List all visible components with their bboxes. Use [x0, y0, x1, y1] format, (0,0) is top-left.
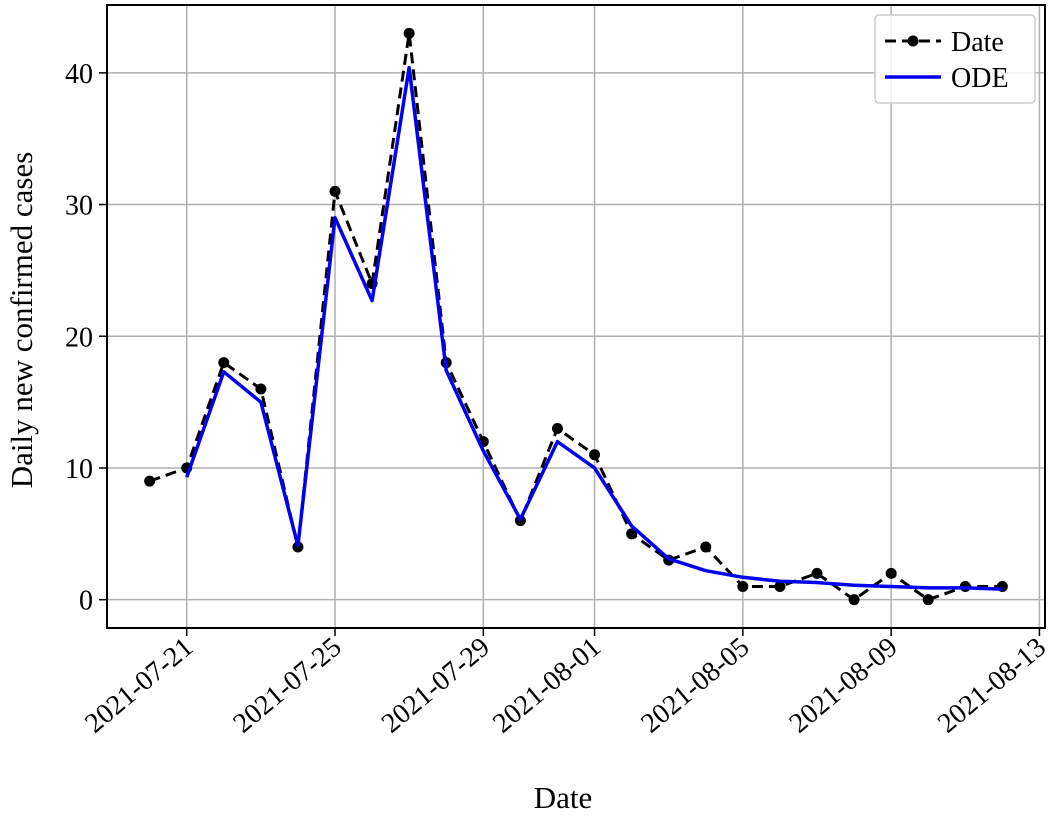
- plot-frame: [106, 4, 1046, 629]
- data-point: [589, 449, 601, 461]
- x-tick-label: 2021-08-05: [635, 632, 755, 740]
- data-point: [403, 27, 415, 39]
- data-point: [885, 567, 897, 579]
- legend-marker: [907, 35, 919, 47]
- x-tick-label: 2021-08-09: [784, 632, 904, 740]
- data-point: [848, 594, 860, 606]
- data-point: [218, 357, 230, 369]
- legend-label: Date: [951, 27, 1004, 58]
- y-axis-label: Daily new confirmed cases: [4, 152, 39, 489]
- data-point: [255, 383, 267, 395]
- x-tick-label: 2021-08-01: [487, 632, 607, 740]
- x-tick-label: 2021-08-13: [932, 632, 1052, 740]
- data-point: [774, 581, 786, 593]
- data-point: [144, 475, 156, 487]
- data-point: [700, 541, 712, 553]
- data-point: [551, 422, 563, 434]
- data-point: [737, 581, 749, 593]
- y-tick-label: 30: [65, 191, 93, 222]
- series-line: [149, 31, 1003, 602]
- legend-label: ODE: [951, 63, 1009, 94]
- y-tick-label: 40: [65, 59, 93, 90]
- y-tick-label: 10: [65, 454, 93, 485]
- y-tick-label: 20: [65, 322, 93, 353]
- data-point: [922, 594, 934, 606]
- y-tick-label: 0: [79, 586, 93, 617]
- x-axis-label: Date: [534, 780, 593, 815]
- x-tick-label: 2021-07-21: [79, 632, 199, 740]
- legend: Date ODE: [874, 14, 1036, 104]
- x-tick-label: 2021-07-25: [227, 632, 347, 740]
- series-line: [185, 65, 1003, 591]
- data-point: [811, 567, 823, 579]
- x-tick-label: 2021-07-29: [376, 632, 496, 740]
- data-point: [329, 185, 341, 197]
- data-point: [626, 528, 638, 540]
